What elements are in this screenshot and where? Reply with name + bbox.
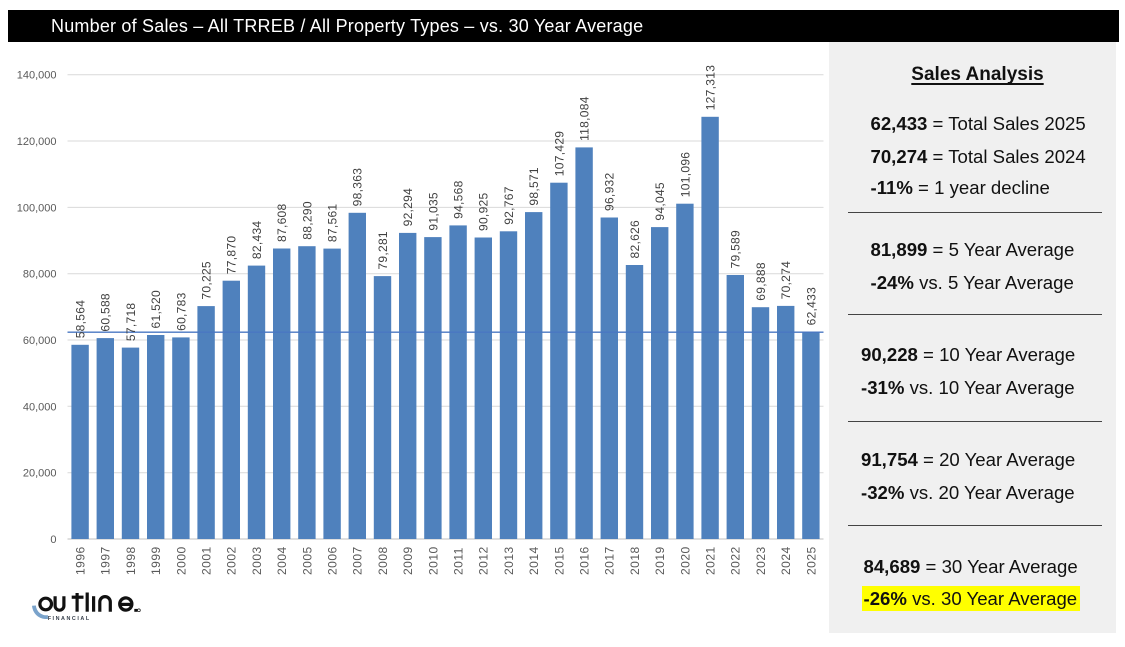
svg-text:80,000: 80,000	[23, 269, 57, 281]
svg-text:90,925: 90,925	[477, 192, 491, 231]
svg-text:120,000: 120,000	[17, 136, 57, 148]
svg-text:82,626: 82,626	[628, 220, 642, 259]
svg-text:127,313: 127,313	[704, 65, 718, 111]
svg-text:79,589: 79,589	[729, 230, 743, 269]
svg-text:70,225: 70,225	[200, 261, 214, 300]
svg-text:77,870: 77,870	[225, 236, 239, 275]
svg-text:60,000: 60,000	[23, 335, 57, 347]
svg-text:140,000: 140,000	[17, 70, 57, 82]
svg-text:2000: 2000	[174, 546, 188, 575]
svg-text:2019: 2019	[653, 546, 667, 575]
svg-text:70,274: 70,274	[779, 261, 793, 300]
svg-text:62,433: 62,433	[804, 287, 818, 326]
svg-text:2010: 2010	[426, 546, 440, 575]
svg-text:92,767: 92,767	[502, 186, 516, 225]
svg-text:2008: 2008	[376, 546, 390, 575]
svg-text:87,608: 87,608	[275, 203, 289, 242]
svg-text:92,294: 92,294	[401, 188, 415, 227]
svg-text:2012: 2012	[477, 546, 491, 575]
svg-text:2016: 2016	[578, 546, 592, 575]
svg-text:58,564: 58,564	[74, 300, 88, 339]
svg-text:1999: 1999	[149, 546, 163, 575]
svg-text:61,520: 61,520	[149, 290, 163, 329]
svg-text:96,932: 96,932	[603, 172, 617, 211]
svg-text:118,084: 118,084	[578, 96, 592, 141]
svg-text:2022: 2022	[729, 546, 743, 575]
svg-text:101,096: 101,096	[678, 152, 692, 198]
svg-text:60,588: 60,588	[99, 293, 113, 332]
svg-text:79,281: 79,281	[376, 231, 390, 270]
svg-text:0: 0	[50, 534, 56, 546]
svg-text:2003: 2003	[250, 546, 264, 575]
svg-text:2006: 2006	[326, 546, 340, 575]
svg-text:40,000: 40,000	[23, 401, 57, 413]
svg-text:1997: 1997	[99, 546, 113, 575]
svg-text:87,561: 87,561	[326, 204, 340, 243]
svg-text:107,429: 107,429	[552, 131, 566, 177]
svg-text:69,888: 69,888	[754, 262, 768, 301]
svg-text:2020: 2020	[678, 546, 692, 575]
svg-text:FINANCIAL: FINANCIAL	[48, 616, 91, 622]
svg-text:88,290: 88,290	[300, 201, 314, 240]
svg-text:2015: 2015	[552, 546, 566, 575]
svg-text:2013: 2013	[502, 546, 516, 575]
svg-text:2021: 2021	[704, 546, 718, 575]
svg-text:2009: 2009	[401, 546, 415, 575]
svg-text:2001: 2001	[200, 546, 214, 575]
svg-text:2018: 2018	[628, 546, 642, 575]
svg-text:1998: 1998	[124, 546, 138, 575]
svg-text:2011: 2011	[452, 547, 466, 575]
svg-text:20,000: 20,000	[23, 468, 57, 480]
svg-text:2004: 2004	[275, 546, 289, 575]
svg-text:2002: 2002	[225, 546, 239, 575]
svg-text:94,568: 94,568	[452, 180, 466, 219]
svg-text:2023: 2023	[754, 546, 768, 575]
svg-text:2017: 2017	[603, 546, 617, 575]
svg-text:94,045: 94,045	[653, 182, 667, 221]
svg-text:2014: 2014	[527, 546, 541, 575]
svg-text:2007: 2007	[351, 546, 365, 575]
svg-text:57,718: 57,718	[124, 303, 138, 342]
svg-text:82,434: 82,434	[250, 221, 264, 260]
svg-text:60,783: 60,783	[174, 292, 188, 331]
svg-text:2024: 2024	[779, 546, 793, 575]
svg-text:98,363: 98,363	[351, 168, 365, 207]
svg-text:100,000: 100,000	[17, 202, 57, 214]
svg-text:2025: 2025	[804, 546, 818, 575]
svg-text:98,571: 98,571	[527, 167, 541, 206]
svg-text:91,035: 91,035	[426, 192, 440, 231]
svg-text:2005: 2005	[300, 546, 314, 575]
svg-text:1996: 1996	[74, 546, 88, 575]
